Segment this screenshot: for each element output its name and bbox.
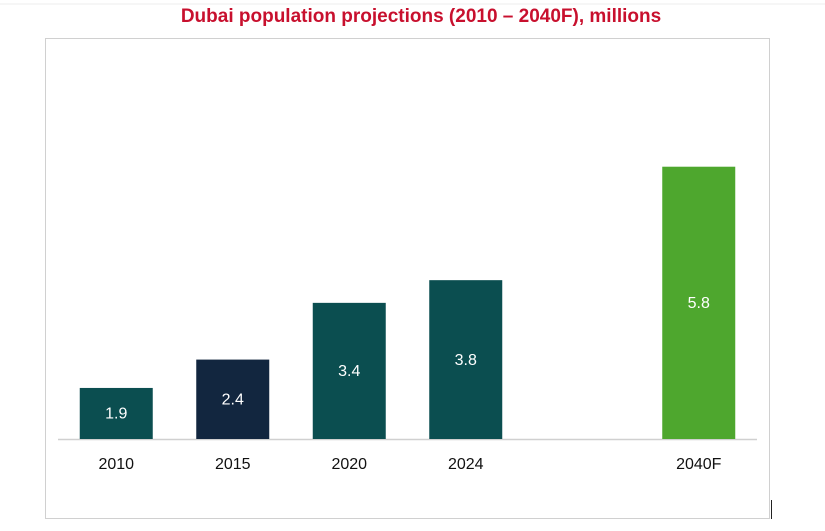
x-tick-label: 2024 (448, 456, 484, 473)
value-label: 3.4 (338, 363, 360, 380)
chart-title: Dubai population projections (2010 – 204… (181, 6, 661, 27)
x-tick-label: 2040F (676, 456, 722, 473)
value-label: 2.4 (222, 392, 244, 409)
bar (662, 166, 736, 439)
bar (312, 302, 386, 439)
bar (429, 280, 503, 439)
value-label: 3.8 (455, 352, 477, 369)
value-label: 5.8 (688, 295, 710, 312)
value-label: 1.9 (105, 406, 127, 423)
x-tick-label: 2015 (215, 456, 251, 473)
bar (79, 387, 153, 439)
x-tick-label: 2020 (331, 456, 367, 473)
bar (196, 359, 270, 439)
plot-frame (45, 38, 770, 519)
x-tick-label: 2010 (98, 456, 134, 473)
